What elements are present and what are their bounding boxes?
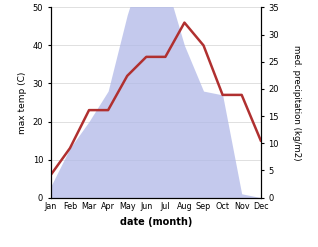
Y-axis label: med. precipitation (kg/m2): med. precipitation (kg/m2) — [292, 45, 301, 160]
X-axis label: date (month): date (month) — [120, 217, 192, 227]
Y-axis label: max temp (C): max temp (C) — [18, 71, 27, 134]
